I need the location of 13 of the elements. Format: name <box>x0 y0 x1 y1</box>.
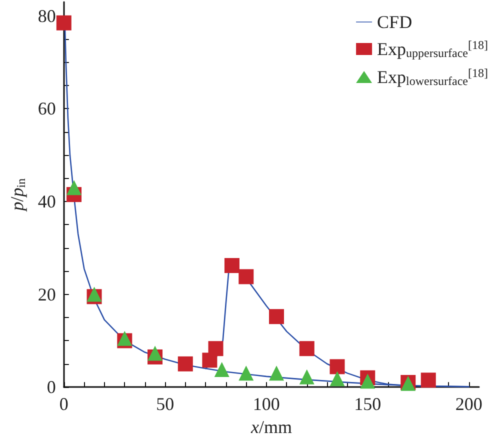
y-tick-label: 0 <box>46 377 56 398</box>
x-tick-label: 50 <box>156 394 174 414</box>
x-tick-label: 0 <box>59 394 68 414</box>
y-axis-title: p/pin <box>7 178 28 213</box>
legend-label: CFD <box>377 12 412 32</box>
y-tick-label: 80 <box>38 6 56 26</box>
x-axis-title: x/mm <box>250 417 292 437</box>
x-tick-label: 200 <box>455 394 482 414</box>
y-tick-label: 60 <box>38 98 56 119</box>
y-tick-label: 20 <box>38 284 56 304</box>
x-tick-label: 150 <box>354 394 382 414</box>
y-tick-label: 40 <box>38 192 56 212</box>
x-tick-label: 100 <box>252 394 280 414</box>
